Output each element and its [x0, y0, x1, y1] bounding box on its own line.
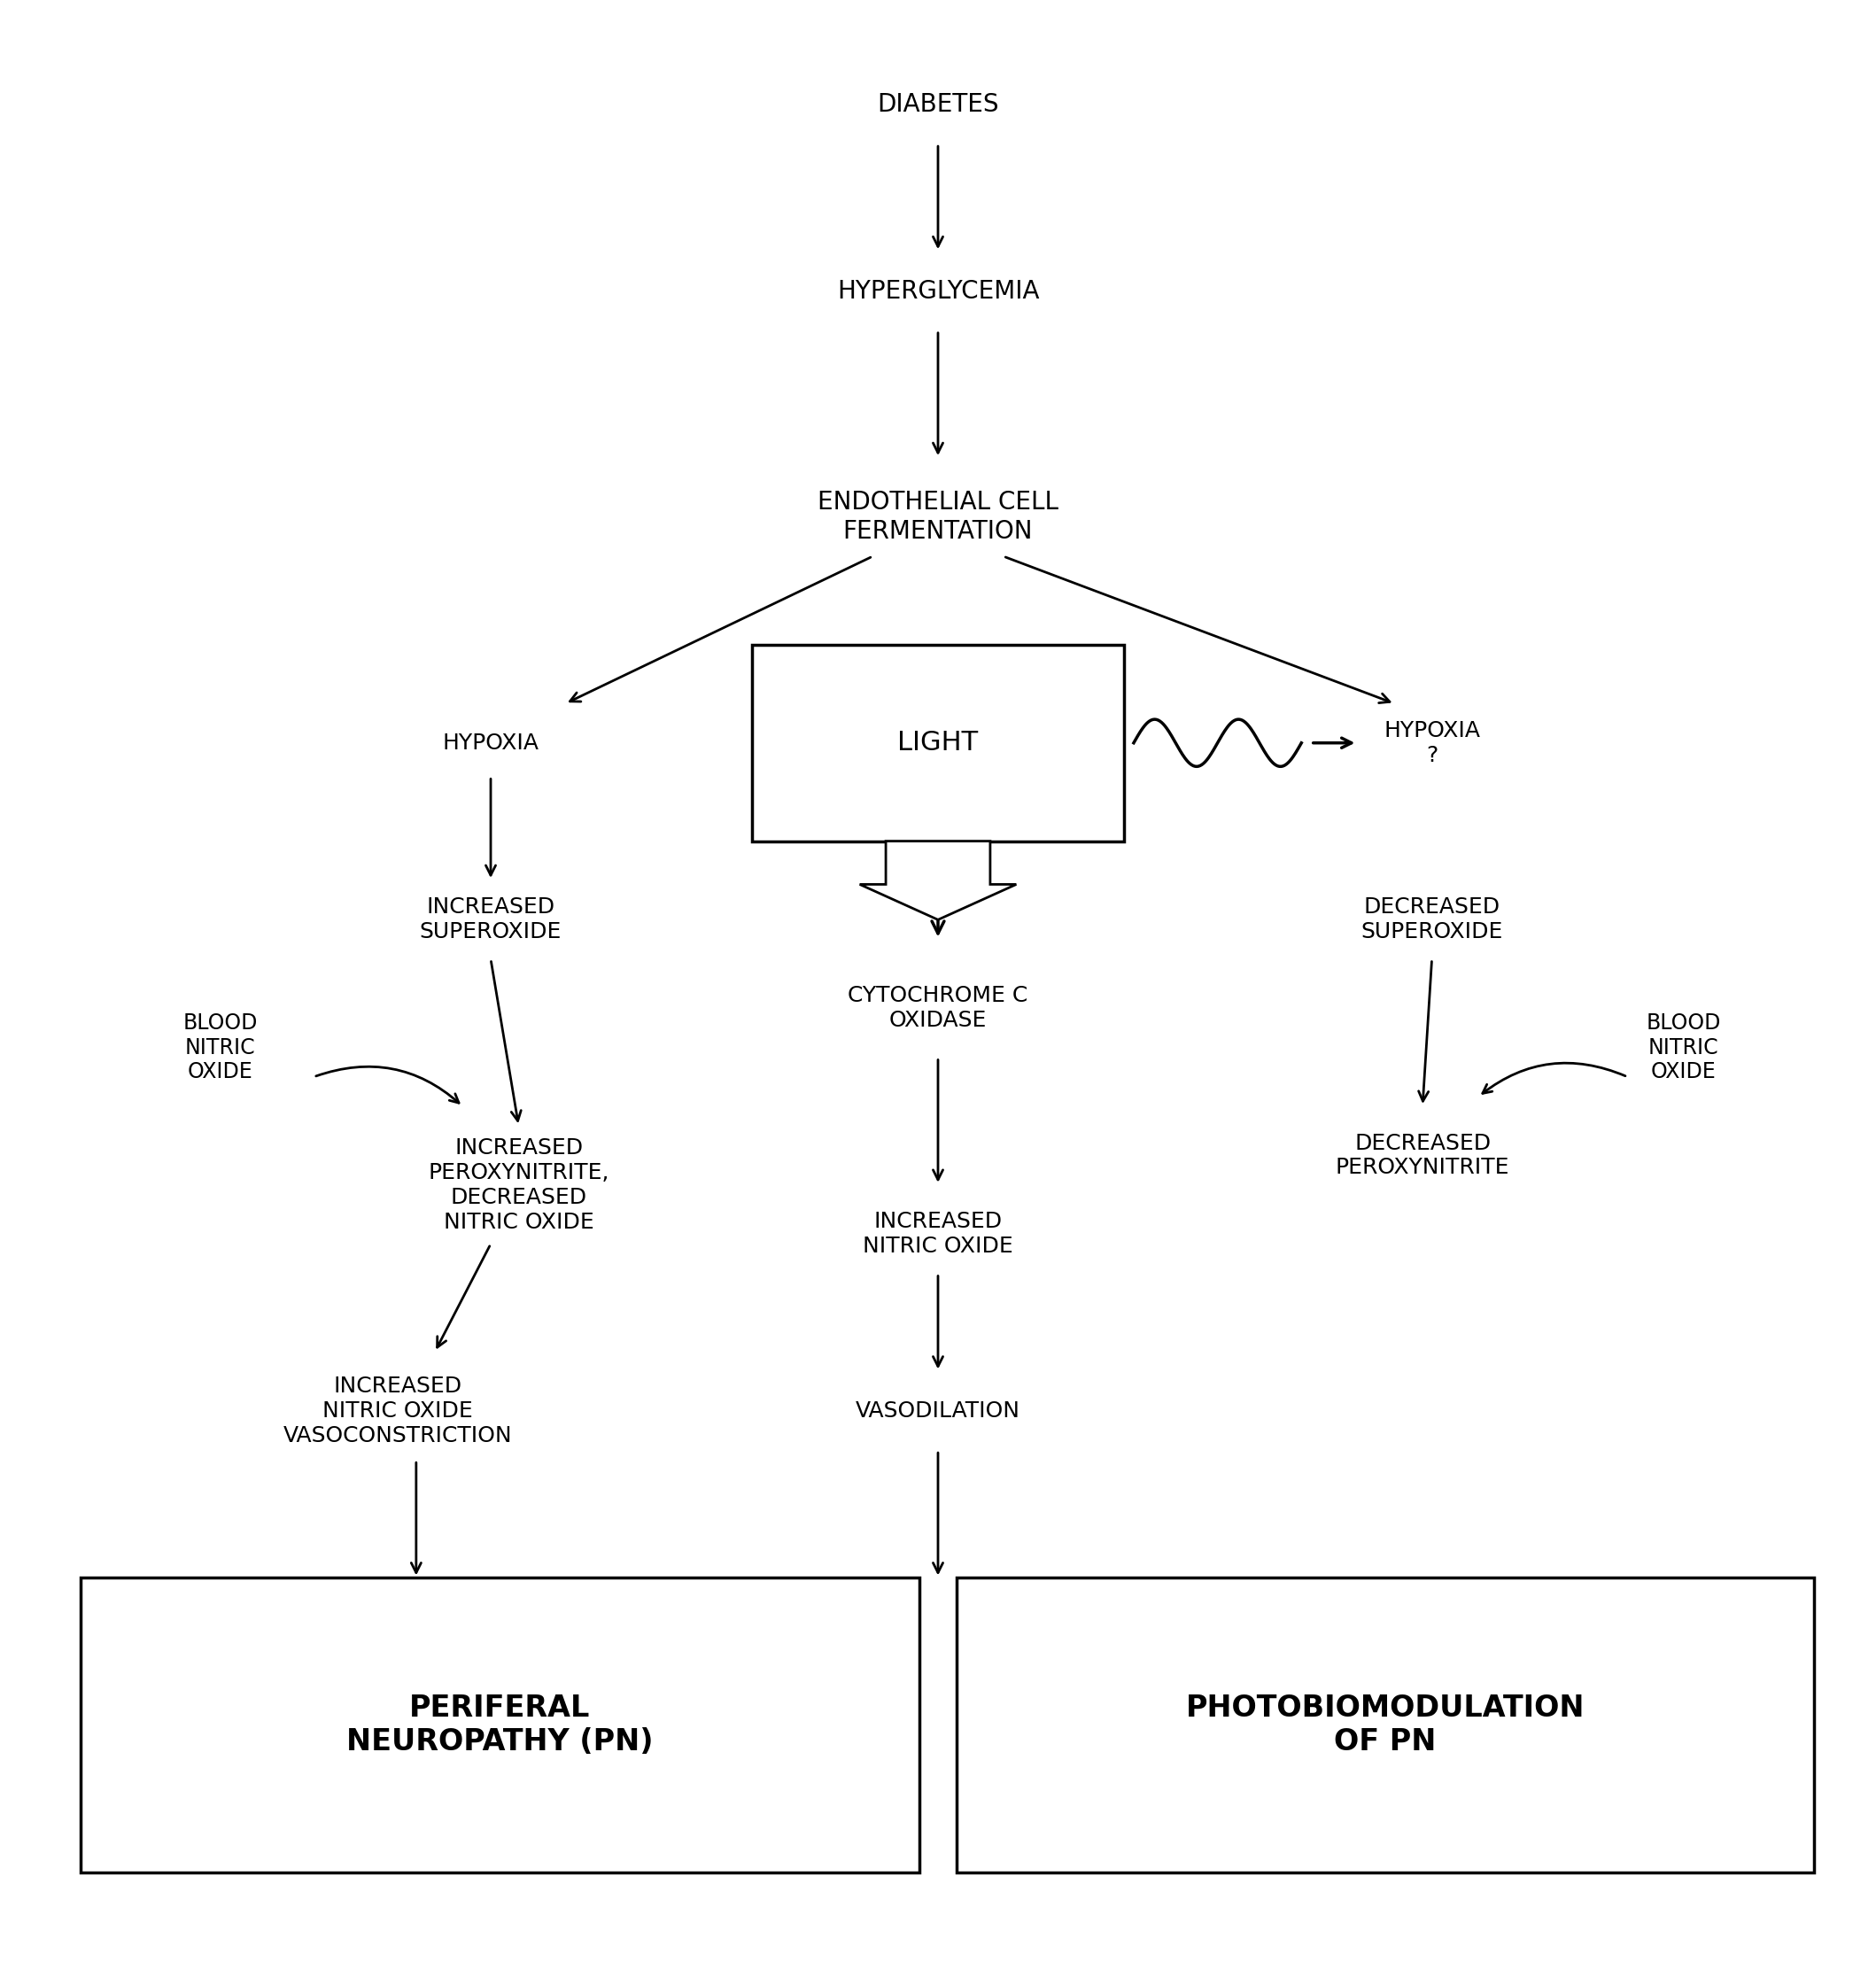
Text: VASODILATION: VASODILATION	[855, 1400, 1021, 1421]
FancyBboxPatch shape	[81, 1578, 919, 1872]
Text: LIGHT: LIGHT	[897, 730, 979, 755]
Text: HYPERGLYCEMIA: HYPERGLYCEMIA	[837, 279, 1039, 302]
Text: INCREASED
NITRIC OXIDE: INCREASED NITRIC OXIDE	[863, 1212, 1013, 1257]
Text: HYPOXIA
?: HYPOXIA ?	[1384, 720, 1480, 765]
Text: DECREASED
SUPEROXIDE: DECREASED SUPEROXIDE	[1360, 898, 1503, 943]
Text: ENDOTHELIAL CELL
FERMENTATION: ENDOTHELIAL CELL FERMENTATION	[818, 490, 1058, 544]
Text: INCREASED
PEROXYNITRITE,
DECREASED
NITRIC OXIDE: INCREASED PEROXYNITRITE, DECREASED NITRI…	[428, 1137, 610, 1232]
Text: PHOTOBIOMODULATION
OF PN: PHOTOBIOMODULATION OF PN	[1186, 1694, 1585, 1758]
Text: DIABETES: DIABETES	[878, 93, 998, 117]
Text: CYTOCHROME C
OXIDASE: CYTOCHROME C OXIDASE	[848, 985, 1028, 1032]
Text: BLOOD
NITRIC
OXIDE: BLOOD NITRIC OXIDE	[1645, 1012, 1720, 1083]
Text: INCREASED
SUPEROXIDE: INCREASED SUPEROXIDE	[420, 898, 561, 943]
Text: INCREASED
NITRIC OXIDE
VASOCONSTRICTION: INCREASED NITRIC OXIDE VASOCONSTRICTION	[283, 1376, 512, 1445]
Text: HYPOXIA: HYPOXIA	[443, 731, 538, 753]
Text: PERIFERAL
NEUROPATHY (PN): PERIFERAL NEUROPATHY (PN)	[347, 1694, 653, 1758]
FancyBboxPatch shape	[957, 1578, 1814, 1872]
Text: BLOOD
NITRIC
OXIDE: BLOOD NITRIC OXIDE	[184, 1012, 257, 1083]
FancyBboxPatch shape	[752, 645, 1124, 840]
Text: DECREASED
PEROXYNITRITE: DECREASED PEROXYNITRITE	[1336, 1133, 1510, 1178]
Polygon shape	[859, 840, 1017, 919]
